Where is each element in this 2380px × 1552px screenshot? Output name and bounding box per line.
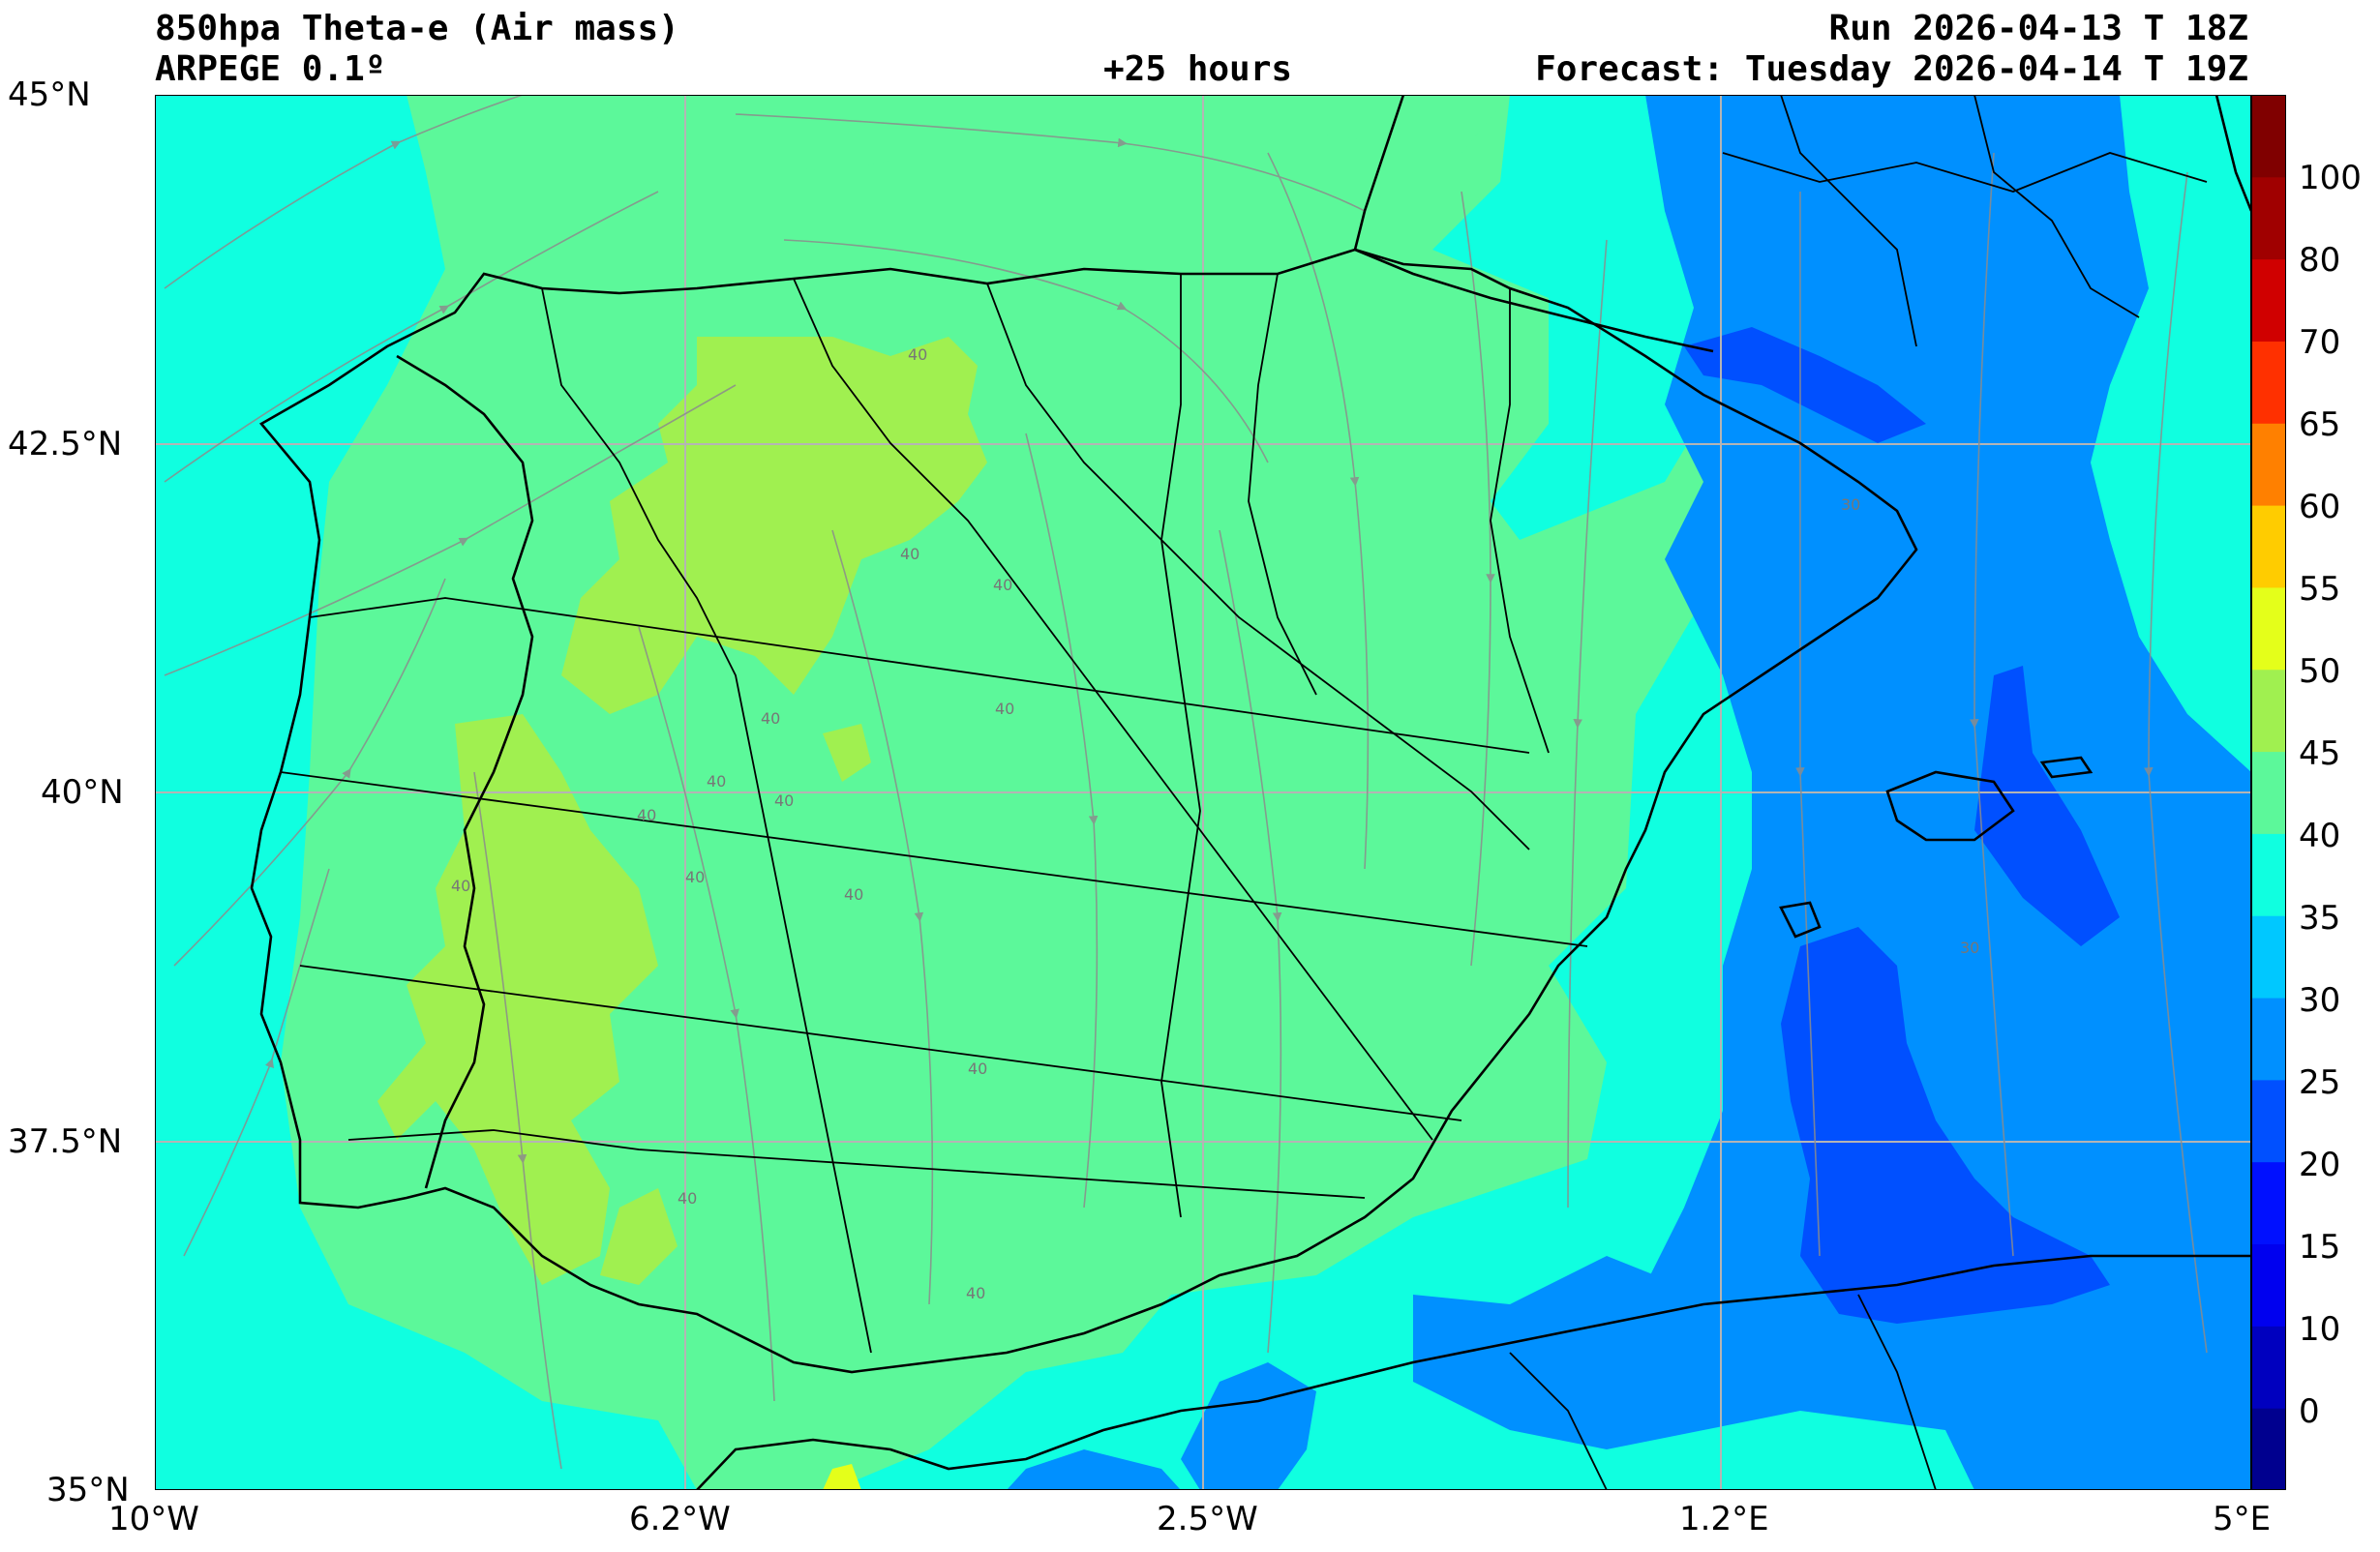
theta-e-map: 40 40 40 40 40 40 40 40 40 40 40 40 40 4… — [155, 95, 2251, 1490]
contour-labels: 40 40 40 40 40 40 40 40 40 40 40 40 40 4… — [451, 345, 1979, 1302]
colorbar-step — [2251, 341, 2286, 424]
lat-label: 45°N — [8, 75, 91, 114]
colorbar-label: 25 — [2299, 1063, 2341, 1102]
contour-label: 40 — [678, 1189, 697, 1208]
colorbar-step — [2251, 258, 2286, 342]
colorbar-label: 65 — [2299, 405, 2341, 444]
contour-label: 40 — [995, 700, 1014, 718]
theta-e-20-25-core — [1781, 927, 2110, 1324]
sardinia-coast — [2214, 95, 2251, 212]
contour-label: 40 — [685, 868, 705, 886]
pyrenees-border — [1354, 248, 1714, 353]
contour-label: 30 — [1960, 939, 1979, 957]
colorbar-label: 40 — [2299, 817, 2341, 855]
colorbar-step — [2251, 586, 2286, 671]
contour-label: 40 — [966, 1284, 985, 1302]
theta-e-20-25-north — [1684, 327, 1926, 443]
colorbar-label: 15 — [2299, 1228, 2341, 1267]
colorbar-step — [2251, 1408, 2286, 1490]
theta-e-20-25-ridge — [1974, 666, 2120, 946]
theta-e-40-45-region-d — [823, 724, 871, 782]
colorbar-label: 50 — [2299, 652, 2341, 691]
colorbar-step — [2251, 1243, 2286, 1327]
run-time: Run 2026-04-13 T 18Z — [1828, 9, 2248, 48]
colorbar-label: 0 — [2299, 1392, 2320, 1431]
theta-e-40-45-region-c — [600, 1188, 678, 1285]
colorbar-label: 10 — [2299, 1310, 2341, 1349]
ibiza — [1779, 901, 1822, 939]
contour-label: 40 — [637, 806, 656, 824]
colorbar-step — [2251, 1326, 2286, 1409]
colorbar-label: 70 — [2299, 323, 2341, 362]
colorbar-step — [2251, 751, 2286, 834]
lon-label: 1.2°E — [1679, 1500, 1769, 1538]
contour-label: 40 — [900, 545, 919, 563]
colorbar-step — [2251, 95, 2286, 178]
africa-coast — [696, 1254, 2251, 1490]
wind-streamlines — [164, 95, 2208, 1470]
forecast-time: Forecast: Tuesday 2026-04-14 T 19Z — [1535, 49, 2248, 89]
contour-label: 40 — [968, 1060, 987, 1078]
colorbar-label: 80 — [2299, 241, 2341, 280]
colorbar-label: 30 — [2299, 981, 2341, 1020]
contour-label: 40 — [451, 877, 470, 895]
colorbar-label: 20 — [2299, 1146, 2341, 1184]
lon-label: 5°E — [2213, 1500, 2272, 1538]
theta-e-30-35-intrusion — [2091, 95, 2251, 772]
theta-e-25-30-strait — [1007, 1449, 1181, 1490]
colorbar-step — [2251, 915, 2286, 999]
theta-e-45-50-spot — [823, 1464, 861, 1490]
contour-label: 40 — [993, 576, 1012, 594]
lon-label: 2.5°W — [1157, 1500, 1258, 1538]
lon-label: 10°W — [108, 1500, 199, 1538]
france-coast — [1353, 95, 1405, 251]
theta-e-35-40-north — [639, 95, 1510, 172]
colorbar — [2251, 95, 2286, 1490]
contour-label: 40 — [774, 791, 794, 810]
lon-label: 6.2°W — [629, 1500, 731, 1538]
colorbar-step — [2251, 423, 2286, 506]
colorbar-step — [2251, 176, 2286, 260]
menorca — [2039, 756, 2094, 779]
portugal-border — [396, 354, 534, 1189]
contour-label: 40 — [844, 885, 863, 904]
theta-e-40-45-region-b — [377, 714, 658, 1285]
colorbar-step — [2251, 1079, 2286, 1163]
colorbar-step — [2251, 998, 2286, 1081]
lat-label: 42.5°N — [8, 425, 123, 463]
colorbar-step — [2251, 505, 2286, 588]
colorbar-label: 60 — [2299, 488, 2341, 526]
mallorca — [1885, 770, 2015, 842]
contour-label: 40 — [908, 345, 927, 364]
lat-label: 35°N — [46, 1471, 130, 1509]
internal-borders — [280, 95, 2208, 1490]
map-title: 850hpa Theta-e (Air mass) — [155, 9, 679, 48]
contour-label: 40 — [707, 772, 726, 791]
colorbar-label: 55 — [2299, 570, 2341, 609]
lead-time: +25 hours — [1103, 49, 1293, 89]
contour-label: 30 — [1841, 495, 1860, 514]
colorbar-label: 45 — [2299, 734, 2341, 773]
borders — [250, 95, 2251, 1490]
contour-label: 40 — [761, 709, 780, 728]
colorbar-step — [2251, 833, 2286, 916]
iberia-coastline — [250, 248, 1918, 1374]
colorbar-label: 35 — [2299, 899, 2341, 938]
model-name: ARPEGE 0.1º — [155, 49, 386, 89]
lat-label: 40°N — [41, 773, 124, 812]
colorbar-step — [2251, 669, 2286, 753]
lat-label: 37.5°N — [8, 1122, 123, 1161]
colorbar-step — [2251, 1161, 2286, 1245]
colorbar-label: 100 — [2299, 159, 2362, 197]
